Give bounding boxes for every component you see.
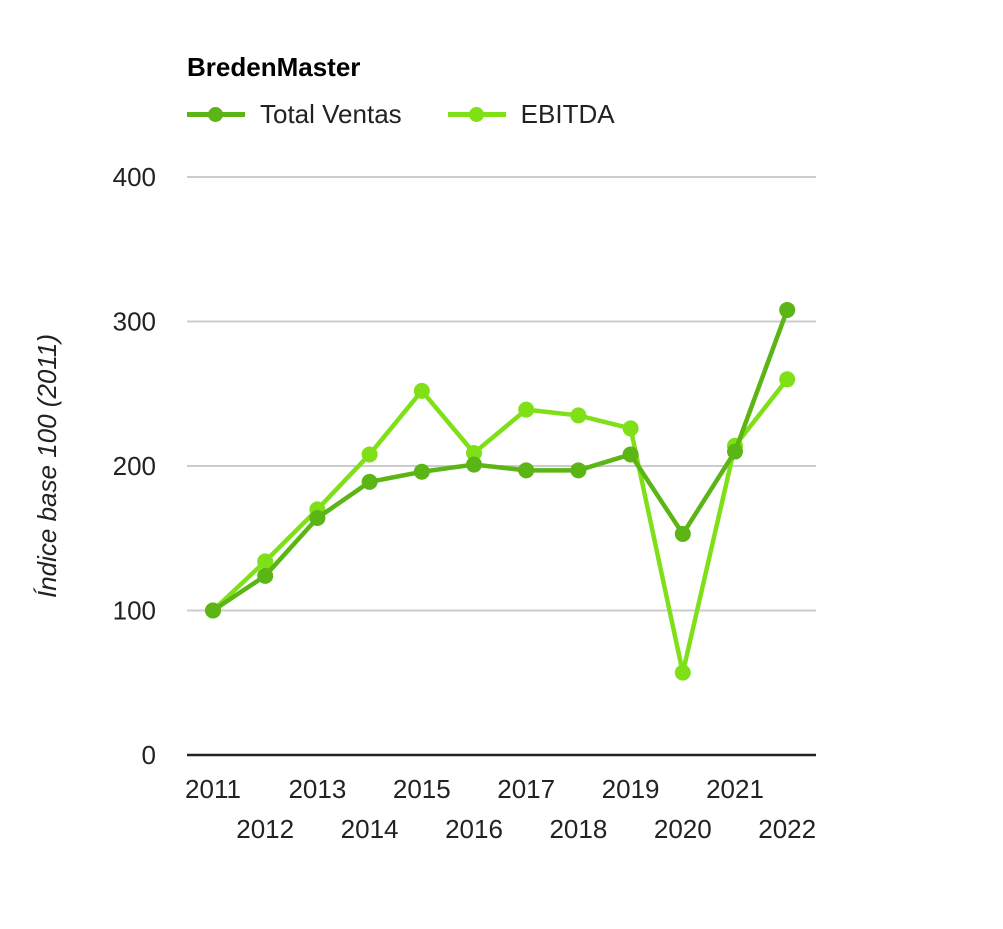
data-point-ebitda-2014[interactable]	[361, 446, 378, 463]
data-point-total-ventas-2016[interactable]	[466, 456, 482, 473]
data-point-total-ventas-2022[interactable]	[779, 301, 796, 318]
y-tick-label-300: 300	[113, 307, 156, 337]
series-lines	[205, 301, 796, 681]
y-tick-label-200: 200	[113, 451, 156, 481]
chart-title: BredenMaster	[187, 52, 361, 82]
x-tick-label-2015: 2015	[393, 774, 451, 804]
legend-dot-ebitda	[468, 107, 484, 122]
data-point-ebitda-2022[interactable]	[779, 371, 796, 388]
x-tick-label-2017: 2017	[497, 774, 555, 804]
data-point-ebitda-2012[interactable]	[257, 553, 274, 570]
x-tick-label-2020: 2020	[654, 814, 712, 844]
x-tick-labels: 2011 2012 2013 2014 2015 2016 2017 2018 2019 2020…	[185, 774, 816, 844]
x-tick-label-2012: 2012	[236, 814, 294, 844]
data-point-ebitda-2019[interactable]	[622, 420, 639, 437]
x-tick-label-2021: 2021	[706, 774, 764, 804]
y-tick-label-400: 400	[113, 162, 156, 192]
data-point-total-ventas-2017[interactable]	[518, 462, 535, 479]
legend-item-total-ventas[interactable]: Total Ventas	[187, 99, 402, 130]
series-line-total-ventas	[210, 307, 790, 613]
series-total-ventas	[205, 301, 796, 619]
x-tick-label-2022: 2022	[758, 814, 816, 844]
data-point-ebitda-2018[interactable]	[570, 407, 587, 424]
data-point-ebitda-2015[interactable]	[413, 382, 430, 399]
data-point-total-ventas-2018[interactable]	[570, 462, 587, 479]
legend-item-ebitda[interactable]: EBITDA	[447, 98, 615, 130]
series-line-ebitda	[210, 377, 790, 675]
x-tick-label-2013: 2013	[288, 774, 346, 804]
legend-label-total-ventas: Total Ventas	[260, 98, 402, 129]
x-tick-label-2016: 2016	[445, 814, 503, 844]
y-axis-title: Índice base 100 (2011)	[32, 334, 62, 598]
x-tick-label-2014: 2014	[341, 814, 399, 844]
y-tick-labels: 0 100 200 300 400	[113, 162, 156, 770]
data-point-total-ventas-2020[interactable]	[674, 525, 691, 542]
legend-dot-total-ventas	[208, 107, 223, 122]
y-tick-label-100: 100	[113, 596, 156, 626]
x-tick-label-2019: 2019	[602, 774, 660, 804]
data-point-ebitda-2016[interactable]	[466, 444, 482, 461]
data-point-total-ventas-2012[interactable]	[257, 567, 274, 584]
legend-label-ebitda: EBITDA	[520, 98, 615, 129]
legend: Total Ventas EBITDA	[187, 96, 661, 132]
series-ebitda	[205, 371, 796, 681]
x-tick-label-2011: 2011	[185, 774, 241, 804]
legend-swatch-total-ventas	[187, 104, 245, 124]
y-tick-label-0: 0	[142, 740, 156, 770]
legend-swatch-ebitda	[447, 104, 506, 124]
data-point-total-ventas-2019[interactable]	[622, 446, 639, 463]
data-point-total-ventas-2015[interactable]	[413, 463, 430, 480]
data-point-total-ventas-2013[interactable]	[309, 510, 326, 527]
data-point-ebitda-2017[interactable]	[518, 401, 535, 418]
x-tick-label-2018: 2018	[549, 814, 607, 844]
data-point-total-ventas-2011[interactable]	[205, 602, 221, 619]
data-point-total-ventas-2021[interactable]	[727, 443, 743, 460]
data-point-total-ventas-2014[interactable]	[361, 473, 378, 490]
data-point-ebitda-2020[interactable]	[674, 664, 691, 681]
